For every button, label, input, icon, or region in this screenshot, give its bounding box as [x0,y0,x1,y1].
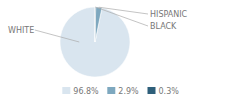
annotation-label: WHITE [8,26,34,35]
legend-label: 0.3% [159,87,180,96]
chart: WHITE HISPANIC BLACK 96.8% 2.9% 0.3% [0,0,240,100]
legend-swatch [107,87,115,94]
legend-swatch [62,87,70,94]
chart-container: WHITE HISPANIC BLACK 96.8% 2.9% 0.3% [0,0,240,100]
legend-swatch [148,87,156,94]
annotation-label: BLACK [150,22,177,31]
pie-slice [95,7,97,42]
annotation-line [35,30,79,42]
pie-slice [60,7,130,77]
legend-label: 2.9% [118,87,139,96]
annotations: WHITE HISPANIC BLACK [8,7,188,42]
pie-slice [95,7,102,42]
pie [60,7,130,77]
legend: 96.8% 2.9% 0.3% [62,87,179,96]
legend-label: 96.8% [73,87,99,96]
annotation-label: HISPANIC [150,10,188,19]
annotation-line [95,7,148,26]
